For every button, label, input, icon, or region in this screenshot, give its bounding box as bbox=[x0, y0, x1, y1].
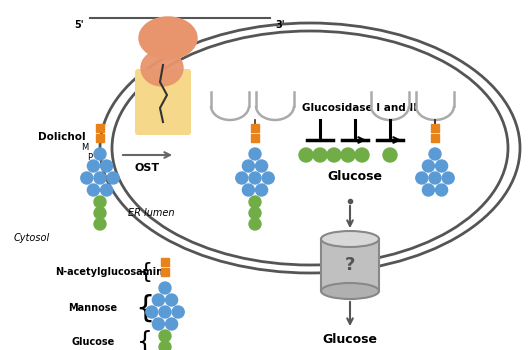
Circle shape bbox=[416, 172, 428, 184]
FancyBboxPatch shape bbox=[135, 69, 191, 135]
Text: Glucosidase I and II: Glucosidase I and II bbox=[303, 103, 417, 113]
Circle shape bbox=[383, 148, 397, 162]
Circle shape bbox=[166, 294, 177, 306]
Circle shape bbox=[255, 184, 268, 196]
Circle shape bbox=[94, 148, 106, 160]
Circle shape bbox=[249, 218, 261, 230]
Bar bbox=[161, 268, 169, 276]
Text: {: { bbox=[138, 262, 152, 282]
Ellipse shape bbox=[321, 283, 379, 299]
Circle shape bbox=[429, 172, 441, 184]
Circle shape bbox=[422, 160, 434, 172]
Circle shape bbox=[152, 318, 165, 330]
Circle shape bbox=[100, 160, 113, 172]
Circle shape bbox=[249, 148, 261, 160]
Text: Dolichol: Dolichol bbox=[38, 132, 85, 142]
Bar bbox=[431, 134, 439, 142]
Circle shape bbox=[249, 196, 261, 208]
Circle shape bbox=[327, 148, 341, 162]
Text: ?: ? bbox=[345, 256, 355, 274]
Bar bbox=[251, 134, 259, 142]
Text: {: { bbox=[135, 294, 155, 322]
Circle shape bbox=[94, 196, 106, 208]
Circle shape bbox=[88, 184, 99, 196]
Circle shape bbox=[159, 282, 171, 294]
Circle shape bbox=[94, 207, 106, 219]
Circle shape bbox=[435, 184, 448, 196]
Text: Glucose: Glucose bbox=[72, 337, 115, 347]
Circle shape bbox=[159, 330, 171, 342]
Circle shape bbox=[255, 160, 268, 172]
Circle shape bbox=[249, 207, 261, 219]
Circle shape bbox=[107, 172, 119, 184]
Circle shape bbox=[152, 294, 165, 306]
Ellipse shape bbox=[139, 17, 197, 59]
Circle shape bbox=[236, 172, 248, 184]
Circle shape bbox=[249, 172, 261, 184]
Text: Glucose: Glucose bbox=[328, 170, 382, 183]
Circle shape bbox=[166, 318, 177, 330]
Bar bbox=[321, 239, 379, 291]
Text: Glucose: Glucose bbox=[322, 333, 378, 346]
Circle shape bbox=[81, 172, 93, 184]
Text: Mannose: Mannose bbox=[68, 303, 117, 313]
Bar bbox=[431, 124, 439, 132]
Circle shape bbox=[299, 148, 313, 162]
Text: Cytosol: Cytosol bbox=[14, 233, 50, 243]
Circle shape bbox=[429, 148, 441, 160]
Text: M: M bbox=[81, 144, 89, 153]
Circle shape bbox=[88, 160, 99, 172]
Circle shape bbox=[146, 306, 158, 318]
Text: {: { bbox=[137, 330, 153, 350]
Text: N-acetylglucosamine: N-acetylglucosamine bbox=[55, 267, 170, 277]
Circle shape bbox=[422, 184, 434, 196]
Text: ER lumen: ER lumen bbox=[128, 208, 175, 218]
Circle shape bbox=[242, 160, 254, 172]
Ellipse shape bbox=[321, 231, 379, 247]
Text: P: P bbox=[88, 154, 92, 162]
Circle shape bbox=[100, 184, 113, 196]
Circle shape bbox=[94, 218, 106, 230]
Circle shape bbox=[442, 172, 454, 184]
Circle shape bbox=[355, 148, 369, 162]
Circle shape bbox=[313, 148, 327, 162]
Circle shape bbox=[159, 306, 171, 318]
Ellipse shape bbox=[141, 50, 183, 86]
Circle shape bbox=[94, 172, 106, 184]
Circle shape bbox=[341, 148, 355, 162]
Text: 5': 5' bbox=[74, 20, 84, 30]
Bar bbox=[96, 134, 104, 142]
Circle shape bbox=[159, 341, 171, 350]
Bar bbox=[161, 258, 169, 266]
Circle shape bbox=[172, 306, 184, 318]
Circle shape bbox=[435, 160, 448, 172]
Bar bbox=[251, 124, 259, 132]
Text: 3': 3' bbox=[275, 20, 285, 30]
Bar bbox=[96, 124, 104, 132]
Circle shape bbox=[262, 172, 274, 184]
Circle shape bbox=[242, 184, 254, 196]
Text: OST: OST bbox=[134, 163, 159, 173]
